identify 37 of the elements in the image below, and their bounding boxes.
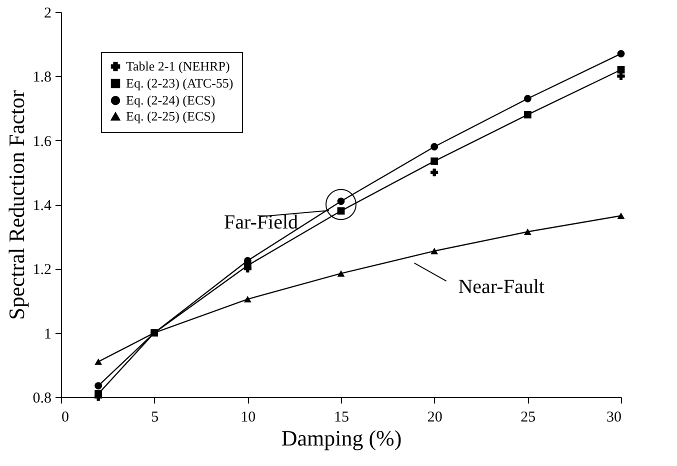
point (524, 94, 532, 102)
x-tick-label: 30 (606, 410, 622, 426)
y-tick-label: 1.8 (32, 70, 52, 86)
y-tick-label: 1.4 (32, 198, 52, 214)
y-tick-label: 1 (44, 326, 52, 342)
legend-label: Table 2-1 (NEHRP) (126, 58, 230, 74)
x-tick-label: 5 (151, 410, 159, 426)
y-tick-label: 1.2 (32, 262, 52, 278)
point (337, 270, 345, 277)
y-tick-label: 2 (44, 6, 52, 22)
legend-label: Eq. (2-24) (ECS) (126, 92, 216, 108)
point (617, 50, 625, 58)
point (94, 382, 102, 390)
y-tick-label: 1.6 (32, 134, 52, 150)
point (94, 358, 102, 365)
annotation: Far-Field (224, 212, 298, 234)
annotation: Near-Fault (458, 276, 545, 298)
point (430, 143, 438, 150)
legend-label: Eq. (2-25) (ECS) (126, 108, 216, 124)
point (430, 168, 438, 176)
point (244, 296, 252, 302)
x-tick-label: 0 (62, 410, 69, 426)
x-tick-label: 15 (334, 410, 349, 426)
y-tick-label: 0.8 (32, 390, 52, 406)
x-tick-label: 20 (427, 410, 442, 426)
point (430, 157, 438, 165)
x-axis-title: Damping (%) (281, 426, 402, 450)
point (617, 212, 625, 219)
point (430, 248, 438, 254)
point (524, 110, 532, 118)
x-tick-label: 25 (520, 410, 536, 426)
legend-label: Eq. (2-23) (ATC-55) (126, 76, 234, 90)
point (617, 66, 625, 74)
y-axis-title: Spectral Reduction Factor (4, 89, 29, 320)
x-tick-label: 10 (240, 410, 256, 426)
point (337, 207, 345, 215)
point (524, 228, 532, 235)
